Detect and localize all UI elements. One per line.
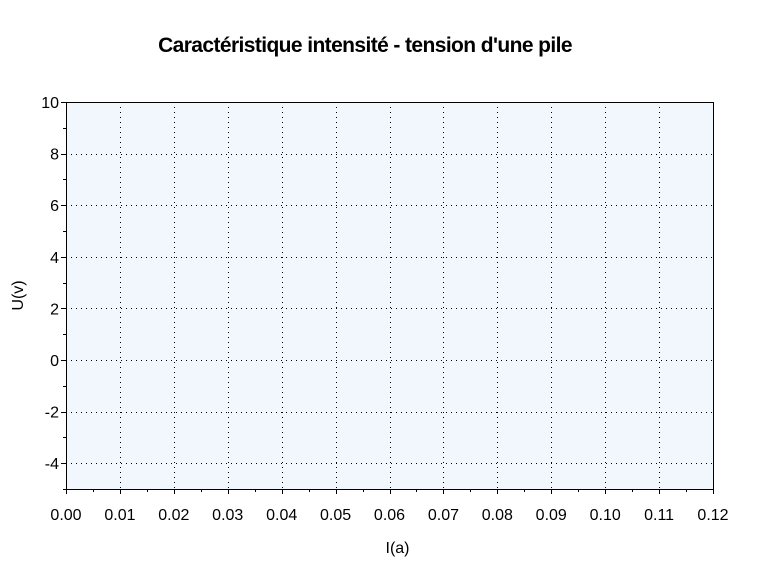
x-tick-label: 0.02 xyxy=(158,507,189,524)
x-tick-label: 0.12 xyxy=(697,507,728,524)
x-tick-label: 0.00 xyxy=(50,507,81,524)
y-tick-label: 10 xyxy=(41,95,59,112)
x-axis-label: I(a) xyxy=(386,540,410,557)
y-tick-label: 0 xyxy=(50,353,59,370)
tick-labels: 0.00 0.01 0.02 0.03 0.04 0.05 0.06 0.07 0.08 0.09… xyxy=(41,95,728,524)
tick-marks xyxy=(61,102,714,494)
y-tick-label: -4 xyxy=(45,456,59,473)
y-tick-label: 6 xyxy=(50,198,59,215)
x-tick-label: 0.07 xyxy=(428,507,459,524)
y-tick-label: 4 xyxy=(50,250,59,267)
chart-title: Caractéristique intensité - tension d'un… xyxy=(158,34,572,57)
x-tick-label: 0.04 xyxy=(266,507,297,524)
x-tick-label: 0.11 xyxy=(644,507,674,524)
x-tick-label: 0.08 xyxy=(482,507,513,524)
y-axis-label: U(v) xyxy=(10,280,27,310)
x-tick-label: 0.01 xyxy=(104,507,135,524)
x-tick-label: 0.09 xyxy=(536,507,567,524)
x-tick-label: 0.03 xyxy=(212,507,243,524)
y-tick-label: 2 xyxy=(50,301,59,318)
x-tick-label: 0.05 xyxy=(320,507,351,524)
x-tick-label: 0.10 xyxy=(590,507,621,524)
y-tick-label: 8 xyxy=(50,147,59,164)
x-tick-label: 0.06 xyxy=(374,507,405,524)
plot-area xyxy=(66,102,713,489)
y-tick-label: -2 xyxy=(45,405,59,422)
